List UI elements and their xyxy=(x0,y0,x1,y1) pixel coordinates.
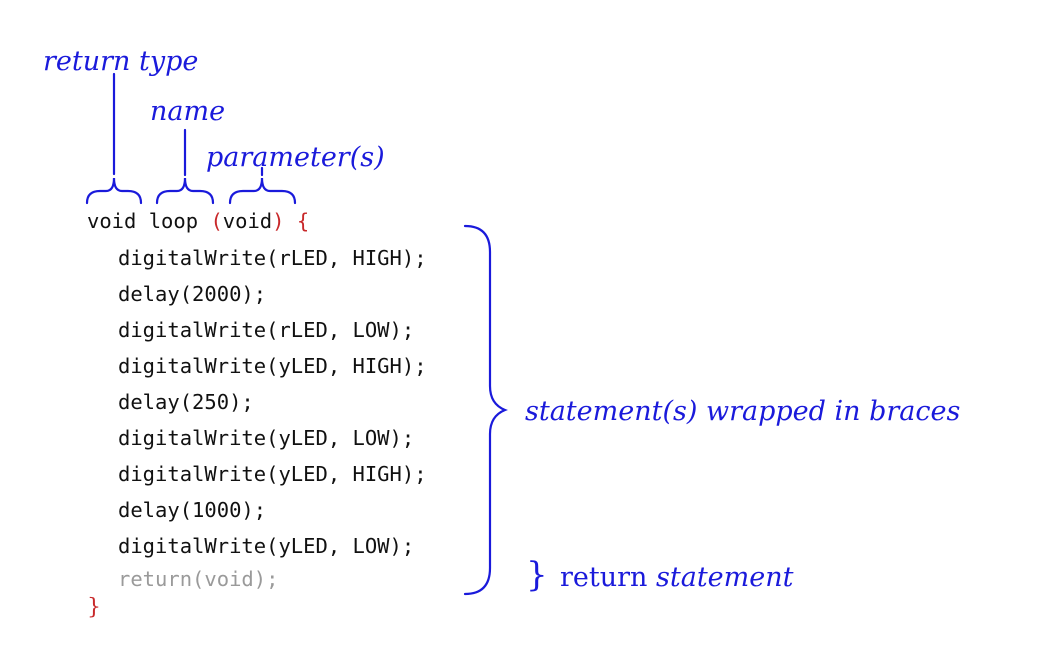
function-name: loop xyxy=(148,209,199,233)
name-label: name xyxy=(150,96,226,127)
param-paren-close: ) xyxy=(272,209,285,233)
return-type-keyword: void xyxy=(87,209,137,233)
function-header: void loop (void) { xyxy=(87,211,309,232)
code-line: digitalWrite(rLED, HIGH); xyxy=(118,246,427,270)
statements-label: statement(s) wrapped in braces xyxy=(525,396,961,427)
code-line: delay(2000); xyxy=(118,282,267,306)
closing-brace: } xyxy=(87,595,101,620)
statements-brace xyxy=(463,224,508,596)
return-line: return(void); xyxy=(118,567,279,591)
statement-word: statement xyxy=(656,562,794,593)
code-line: digitalWrite(yLED, LOW); xyxy=(118,534,415,558)
return-statement-label: return statement xyxy=(560,564,793,591)
return-word: return xyxy=(560,562,648,593)
param-paren-open: ( xyxy=(210,209,223,233)
return-brace-symbol: } xyxy=(526,555,548,595)
param-keyword: void xyxy=(222,209,273,233)
name-brace xyxy=(155,177,215,205)
code-line: digitalWrite(yLED, LOW); xyxy=(118,426,415,450)
code-line: digitalWrite(rLED, LOW); xyxy=(118,318,415,342)
parameters-brace xyxy=(228,177,297,205)
open-brace: { xyxy=(296,209,310,233)
parameters-label: parameter(s) xyxy=(206,142,385,173)
code-line: delay(1000); xyxy=(118,498,267,522)
code-line: delay(250); xyxy=(118,390,254,414)
return-type-label: return type xyxy=(43,46,199,77)
code-line: digitalWrite(yLED, HIGH); xyxy=(118,354,427,378)
code-line: digitalWrite(yLED, HIGH); xyxy=(118,462,427,486)
return-type-brace xyxy=(85,177,143,205)
